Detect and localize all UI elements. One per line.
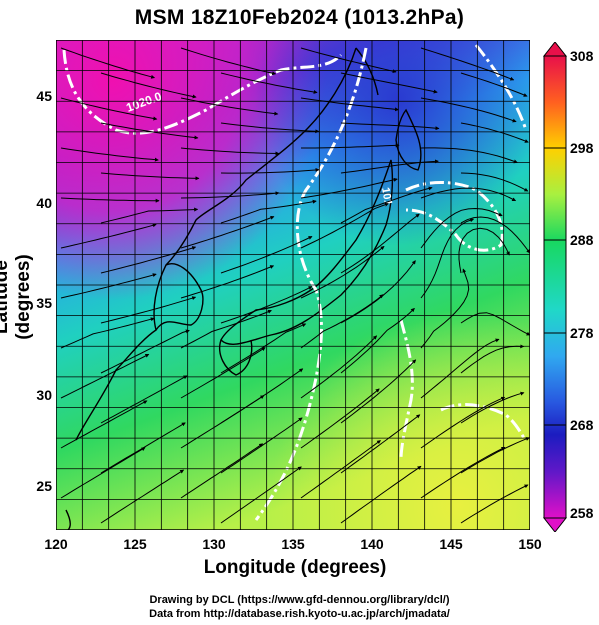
wind-streamline	[420, 396, 506, 449]
y-tick-label: 30	[36, 387, 52, 403]
wind-streamline	[300, 388, 380, 449]
wind-streamline	[420, 207, 503, 249]
x-tick-label: 140	[360, 536, 384, 552]
wind-temperature-map: 1020.0 101	[56, 40, 530, 530]
wind-streamline	[300, 47, 397, 74]
wind-streamline	[180, 347, 266, 399]
x-tick-label: 135	[281, 536, 305, 552]
y-tick-label: 35	[36, 295, 52, 311]
wind-streamline	[340, 359, 417, 424]
wind-streamline	[420, 446, 506, 499]
y-axis-label: Latitude (degrees)	[0, 254, 34, 340]
wind-streamline	[100, 207, 199, 224]
wind-streamline	[60, 147, 159, 162]
wind-streamline	[460, 391, 525, 424]
colorbar-tick-label: 268	[570, 417, 594, 433]
wind-streamline	[460, 312, 530, 336]
wind-streamline	[180, 191, 280, 199]
wind-streamline	[460, 172, 529, 192]
colorbar-tick-label: 288	[570, 232, 594, 248]
wind-streamline	[460, 437, 530, 474]
colorbar-tick-label: 308	[570, 48, 594, 64]
colorbar	[542, 42, 568, 532]
colorbar-tick-label: 258	[570, 505, 594, 521]
x-axis-label: Longitude (degrees)	[203, 557, 387, 578]
wind-streamline	[100, 246, 197, 274]
wind-streamline	[100, 375, 188, 424]
x-tick-label: 120	[44, 536, 68, 552]
wind-streamline	[300, 440, 381, 499]
wind-streamline	[460, 72, 528, 97]
x-tick-label: 145	[439, 536, 463, 552]
data-credit: Data from http://database.rish.kyoto-u.a…	[149, 608, 450, 620]
wind-streamline	[220, 167, 320, 174]
wind-streamline	[340, 122, 440, 131]
wind-streamline	[180, 309, 272, 349]
wind-streamline	[180, 147, 280, 156]
wind-streamline	[100, 329, 190, 374]
wind-streamline	[100, 122, 199, 140]
colorbar-scale	[543, 55, 567, 519]
colorbar-min-arrow	[542, 517, 568, 532]
wind-streamline	[340, 72, 438, 94]
wind-streamline	[420, 147, 518, 164]
wind-streamline	[300, 202, 389, 249]
wind-streamline	[60, 197, 160, 203]
wind-streamline	[100, 296, 197, 324]
wind-streamline	[220, 286, 313, 324]
wind-streamline	[300, 245, 385, 299]
wind-streamline	[220, 72, 318, 94]
wind-streamline	[300, 177, 398, 199]
wind-streamline	[458, 227, 510, 274]
x-tick-label: 125	[123, 536, 147, 552]
wind-streamline	[60, 400, 148, 449]
y-tick-label: 45	[36, 88, 52, 104]
wind-streamline	[220, 199, 317, 224]
wind-streamline	[300, 335, 378, 399]
wind-streamline	[60, 447, 146, 499]
wind-streamline	[100, 72, 197, 99]
wind-streamline	[60, 353, 150, 399]
wind-streamline	[300, 97, 399, 112]
wind-streamline	[180, 265, 275, 299]
wind-streamline	[301, 143, 400, 149]
wind-streamline	[60, 317, 155, 349]
wind-streamline	[220, 466, 302, 524]
drawing-credit: Drawing by DCL (https://www.gfd-dennou.o…	[149, 594, 450, 606]
isobar-label-2: 101	[379, 186, 394, 206]
wind-streamline	[460, 484, 529, 524]
wind-streamline	[460, 216, 530, 254]
wind-streamline	[340, 307, 415, 374]
colorbar-tick-label: 298	[570, 140, 594, 156]
x-tick-label: 150	[518, 536, 542, 552]
wind-streamline	[60, 47, 156, 79]
x-tick-label: 130	[202, 536, 226, 552]
wind-streamline	[300, 294, 384, 349]
colorbar-tick-label: 278	[570, 325, 594, 341]
y-tick-label: 40	[36, 195, 52, 211]
wind-streamline	[340, 213, 420, 274]
wind-streamline	[180, 215, 275, 249]
wind-streamline	[180, 443, 264, 499]
wind-streamline	[340, 186, 433, 224]
wind-streamline	[100, 469, 185, 524]
wind-streamline	[180, 395, 265, 449]
graticule	[56, 40, 530, 530]
wind-streamline	[340, 414, 421, 474]
wind-streamline	[100, 172, 200, 181]
colorbar-max-arrow	[542, 42, 568, 57]
wind-streamline	[460, 122, 529, 143]
y-tick-label: 25	[36, 478, 52, 494]
map-title: MSM 18Z10Feb2024 (1013.2hPa)	[134, 6, 465, 29]
wind-streamline	[220, 122, 320, 134]
wind-streamlines	[60, 47, 530, 524]
wind-streamline	[340, 465, 422, 524]
wind-streamline	[420, 47, 515, 81]
